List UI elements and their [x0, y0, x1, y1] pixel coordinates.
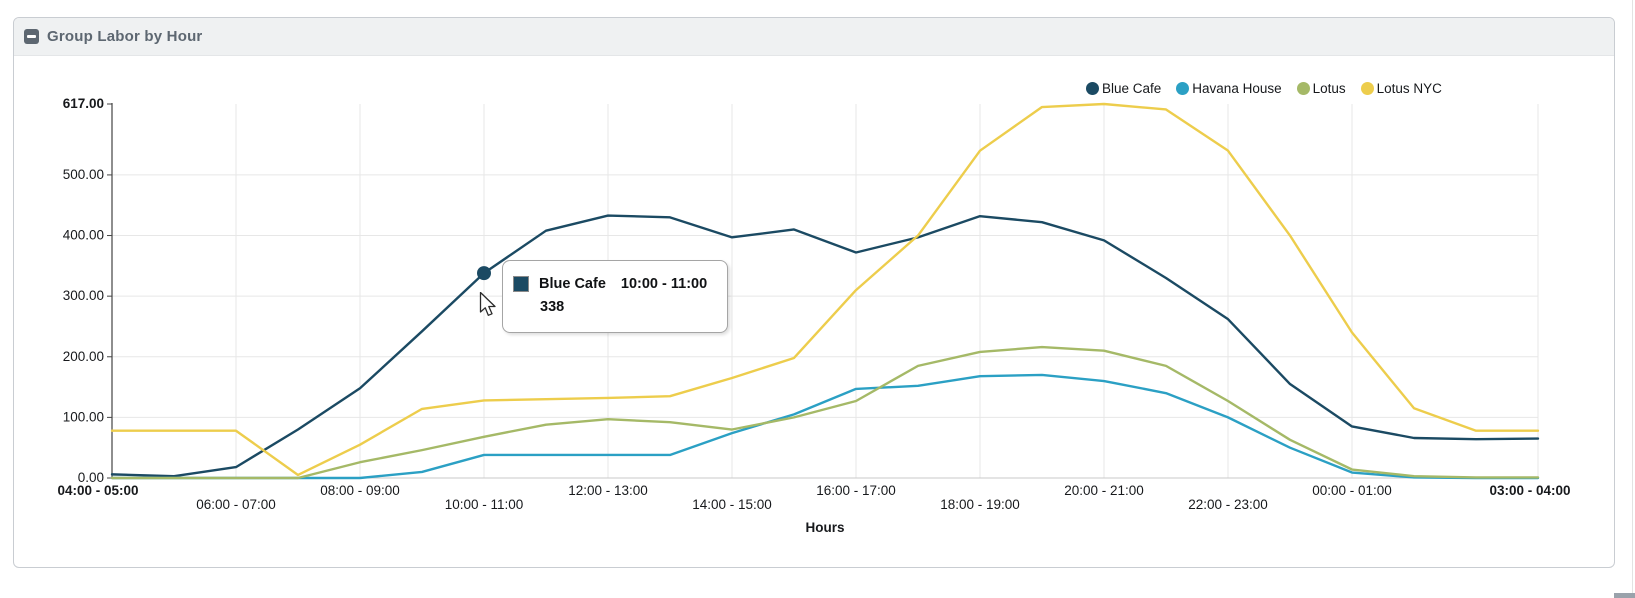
x-axis-title: Hours [805, 520, 845, 535]
legend-label: Lotus NYC [1376, 81, 1442, 96]
tooltip-swatch [513, 276, 529, 292]
legend-swatch-icon [1176, 82, 1190, 95]
minus-icon [27, 35, 36, 38]
legend-swatch-icon [1296, 82, 1310, 95]
legend-swatch-icon [1086, 82, 1099, 95]
tooltip-header-row: Blue Cafe 10:00 - 11:00 [513, 276, 727, 292]
legend-item-lotus[interactable]: Lotus [1296, 81, 1346, 96]
legend-label: Lotus [1312, 81, 1346, 96]
legend-label: Blue Cafe [1102, 81, 1162, 96]
scrollbar-corner[interactable] [1614, 593, 1635, 598]
tooltip: Blue Cafe 10:00 - 11:00 338 [502, 260, 728, 333]
tooltip-category: 10:00 - 11:00 [620, 276, 708, 292]
legend-item-lotus-nyc[interactable]: Lotus NYC [1360, 81, 1442, 96]
legend-item-havana-house[interactable]: Havana House [1176, 81, 1282, 96]
legend-label: Havana House [1192, 81, 1282, 96]
chart-legend: Blue Cafe Havana House Lotus Lotus NYC [1086, 81, 1442, 96]
legend-swatch-icon [1360, 82, 1374, 95]
legend-item-blue-cafe[interactable]: Blue Cafe [1086, 81, 1161, 96]
panel-title: Group Labor by Hour [47, 28, 203, 45]
mouse-cursor-icon [479, 291, 501, 323]
tooltip-value: 338 [540, 299, 565, 315]
panel-header: Group Labor by Hour [14, 18, 1614, 56]
collapse-icon[interactable] [24, 29, 39, 44]
group-labor-panel: Group Labor by Hour [13, 17, 1615, 568]
page-right-edge [1632, 0, 1633, 598]
tooltip-series-name: Blue Cafe [539, 276, 606, 292]
